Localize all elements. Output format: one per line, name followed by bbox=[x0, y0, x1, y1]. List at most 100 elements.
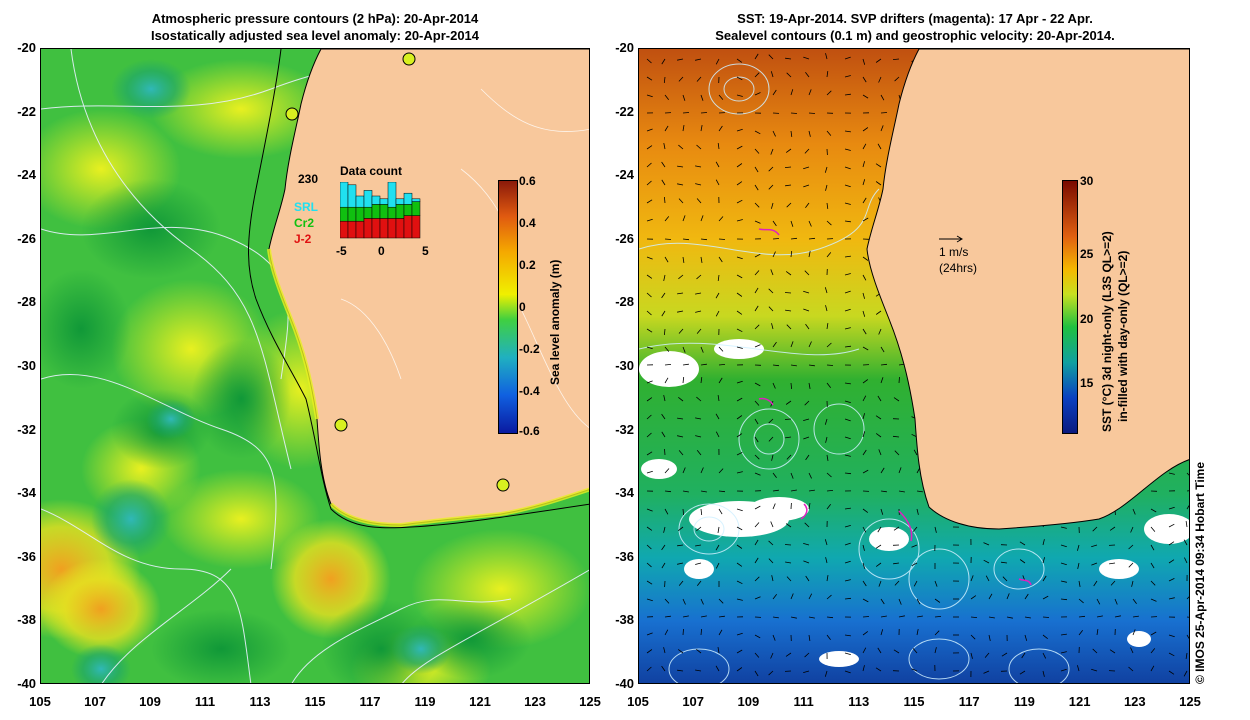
lon-tick-label: 109 bbox=[139, 694, 161, 709]
velocity-arrow bbox=[808, 382, 811, 389]
velocity-arrow bbox=[1077, 562, 1080, 569]
velocity-arrow bbox=[646, 145, 653, 150]
velocity-arrow bbox=[715, 413, 720, 420]
velocity-arrow bbox=[696, 396, 702, 402]
velocity-arrow bbox=[1042, 595, 1049, 600]
velocity-arrow bbox=[736, 328, 743, 333]
velocity-arrow bbox=[803, 436, 810, 440]
velocity-arrow bbox=[678, 144, 684, 150]
legend-cr2: Cr2 bbox=[294, 216, 315, 230]
velocity-arrow bbox=[664, 490, 672, 493]
velocity-arrow bbox=[736, 451, 743, 456]
velocity-arrow bbox=[754, 557, 759, 564]
inset-bar-srl bbox=[363, 190, 373, 208]
inset-bar-j2 bbox=[340, 220, 349, 239]
velocity-arrow bbox=[772, 503, 776, 510]
velocity-arrow bbox=[898, 598, 902, 605]
velocity-arrow bbox=[880, 125, 884, 132]
velocity-arrow bbox=[808, 237, 816, 240]
velocity-arrow bbox=[695, 58, 702, 61]
velocity-arrow bbox=[678, 526, 684, 532]
inset-bar-cr2 bbox=[387, 206, 397, 219]
inset-bar-j2 bbox=[371, 218, 381, 239]
velocity-arrow bbox=[862, 449, 867, 456]
velocity-arrow bbox=[772, 616, 779, 619]
inset-bar-srl bbox=[347, 184, 357, 208]
inset-bar-j2 bbox=[411, 215, 421, 239]
velocity-arrow bbox=[934, 580, 938, 587]
left-cbar-label: Sea level anomaly (m) bbox=[548, 259, 562, 385]
right-cbar-tick: 25 bbox=[1080, 247, 1094, 261]
velocity-arrow bbox=[1130, 647, 1134, 654]
velocity-arrow bbox=[754, 184, 759, 191]
velocity-arrow bbox=[1060, 598, 1068, 601]
velocity-arrow bbox=[826, 252, 832, 258]
lat-tick-label: -30 bbox=[615, 358, 634, 373]
velocity-arrow bbox=[1150, 526, 1156, 532]
velocity-arrow bbox=[754, 148, 760, 154]
velocity-arrow bbox=[844, 542, 851, 546]
velocity-arrow bbox=[911, 668, 918, 672]
velocity-arrow bbox=[646, 58, 652, 64]
velocity-arrow bbox=[785, 436, 792, 439]
velocity-arrow bbox=[1091, 562, 1098, 566]
velocity-arrow bbox=[715, 292, 720, 299]
velocity-arrow bbox=[862, 179, 866, 186]
velocity-arrow bbox=[736, 163, 743, 168]
velocity-arrow bbox=[677, 435, 684, 438]
inset-bar-srl bbox=[387, 182, 397, 208]
velocity-arrow bbox=[825, 184, 828, 191]
velocity-arrow bbox=[844, 560, 851, 564]
right-cbar-tick: 30 bbox=[1080, 174, 1094, 188]
velocity-arrow bbox=[677, 544, 684, 547]
velocity-arrow bbox=[772, 220, 777, 227]
lat-tick-label: -40 bbox=[615, 676, 634, 691]
velocity-arrow bbox=[844, 130, 851, 133]
velocity-arrow bbox=[696, 450, 702, 456]
inset-xtick: 5 bbox=[422, 244, 429, 258]
lon-tick-label: 115 bbox=[903, 694, 925, 709]
left-colorbar bbox=[498, 180, 518, 434]
velocity-arrow bbox=[661, 179, 666, 186]
velocity-arrow bbox=[862, 395, 867, 402]
velocity-arrow bbox=[1077, 665, 1080, 672]
velocity-arrow bbox=[1021, 652, 1026, 659]
velocity-arrow bbox=[824, 287, 828, 294]
velocity-arrow bbox=[862, 310, 866, 317]
velocity-arrow bbox=[1042, 616, 1050, 618]
velocity-arrow bbox=[1110, 580, 1116, 586]
velocity-arrow bbox=[1150, 598, 1157, 602]
lon-tick-label: 125 bbox=[1179, 694, 1201, 709]
velocity-arrow bbox=[736, 76, 743, 81]
velocity-arrow bbox=[696, 580, 702, 586]
velocity-arrow bbox=[646, 562, 652, 568]
velocity-arrow bbox=[664, 615, 671, 618]
velocity-arrow bbox=[1060, 668, 1067, 672]
tide-gauge-marker bbox=[285, 107, 299, 121]
velocity-arrow bbox=[1042, 557, 1045, 564]
velocity-arrow bbox=[664, 94, 670, 100]
right-map: 1 m/s (24hrs) bbox=[638, 48, 1190, 684]
velocity-arrow bbox=[826, 472, 832, 478]
velocity-arrow bbox=[768, 184, 774, 190]
velocity-arrow bbox=[1132, 615, 1139, 618]
velocity-arrow bbox=[736, 562, 743, 567]
velocity-arrow bbox=[805, 202, 810, 209]
velocity-arrow bbox=[803, 166, 810, 170]
velocity-arrow bbox=[682, 490, 689, 493]
inset-bar-cr2 bbox=[355, 206, 365, 222]
lat-tick-label: -38 bbox=[615, 612, 634, 628]
velocity-arrow bbox=[754, 596, 761, 600]
lat-tick-label: -20 bbox=[17, 40, 36, 55]
velocity-arrow bbox=[718, 629, 723, 636]
velocity-arrow bbox=[808, 364, 815, 367]
velocity-arrow bbox=[736, 526, 743, 531]
velocity-arrow bbox=[1150, 562, 1155, 569]
velocity-arrow bbox=[717, 526, 720, 533]
velocity-arrow bbox=[754, 634, 761, 639]
velocity-arrow bbox=[1186, 490, 1189, 492]
velocity-arrow bbox=[862, 431, 866, 438]
velocity-arrow bbox=[1024, 593, 1029, 600]
inset-bar-cr2 bbox=[379, 204, 389, 219]
lon-tick-label: 123 bbox=[524, 694, 546, 709]
